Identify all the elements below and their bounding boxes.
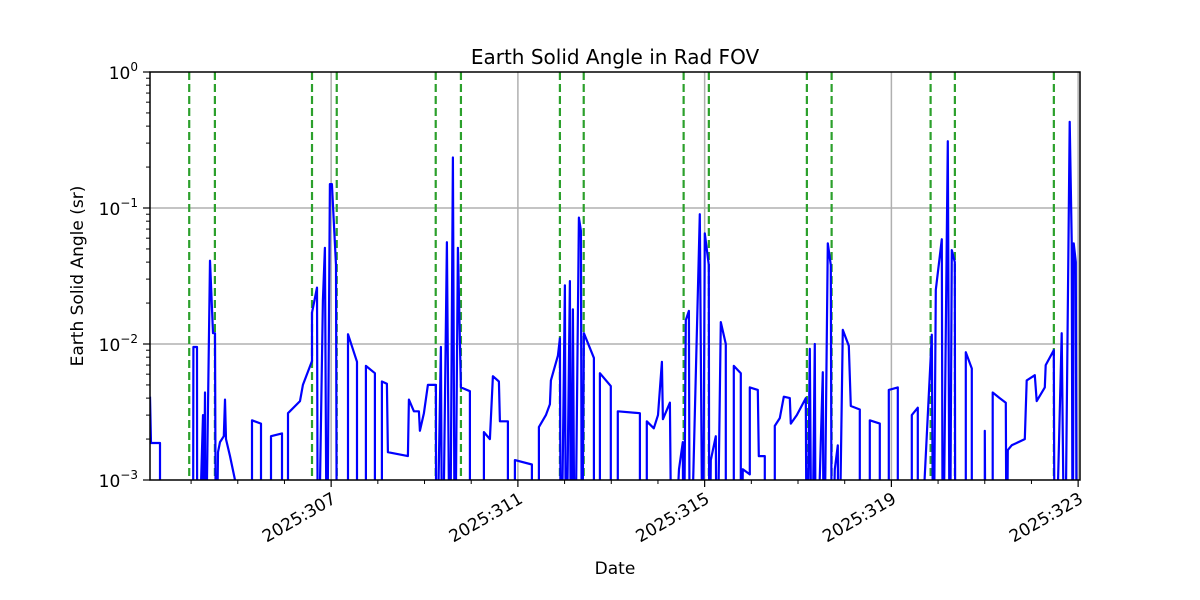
- y-tick-exponent: −1: [120, 196, 138, 210]
- y-tick-label: 100: [109, 60, 138, 84]
- y-tick-label: 10−2: [99, 332, 138, 356]
- y-tick-exponent: −2: [120, 332, 138, 346]
- y-tick-base: 10: [99, 200, 121, 220]
- grid-lines: [150, 72, 1080, 480]
- event-lines: [188, 72, 1055, 480]
- x-tick-label: 2025:311: [446, 489, 527, 547]
- y-tick-base: 10: [99, 472, 121, 492]
- y-axis-label: Earth Solid Angle (sr): [68, 186, 88, 367]
- y-tick-exponent: −3: [120, 468, 138, 482]
- x-tick-label: 2025:315: [633, 489, 714, 547]
- y-tick-label: 10−1: [99, 196, 138, 220]
- series-group: [150, 120, 1078, 480]
- x-tick-label: 2025:323: [1006, 489, 1087, 547]
- y-tick-base: 10: [109, 64, 131, 84]
- series-line: [150, 120, 1078, 480]
- x-axis-label: Date: [595, 559, 636, 579]
- y-tick-label: 10−3: [99, 468, 138, 492]
- chart-title: Earth Solid Angle in Rad FOV: [471, 45, 760, 69]
- axis-ticks: 2025:307 2025:311 2025:315 2025:319 2025:323…: [99, 60, 1087, 547]
- y-tick-base: 10: [99, 336, 121, 356]
- plot-frame: [149, 71, 1081, 481]
- x-tick-label: 2025:307: [259, 489, 340, 547]
- x-tick-label: 2025:319: [819, 489, 900, 547]
- y-tick-exponent: 0: [130, 60, 138, 74]
